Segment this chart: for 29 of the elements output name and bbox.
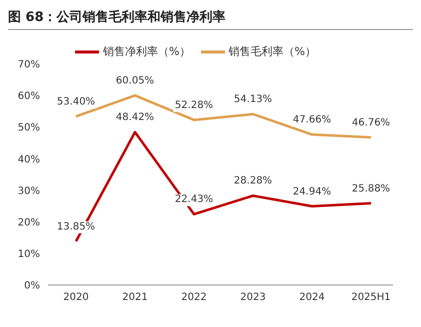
y-tick-label: 10% — [18, 248, 40, 260]
x-tick-label: 2021 — [122, 292, 148, 304]
data-label: 47.66% — [292, 114, 332, 126]
y-tick-label: 20% — [18, 217, 40, 228]
y-tick-label: 50% — [18, 122, 40, 134]
x-tick-label: 2020 — [63, 292, 89, 304]
x-tick-label: 2022 — [181, 292, 207, 304]
data-label: 46.76% — [352, 117, 390, 128]
x-tick-label: 2025H1 — [351, 292, 391, 304]
data-label: 48.42% — [116, 112, 154, 124]
x-tick-label: 2023 — [240, 292, 266, 304]
chart-title: 图 68：公司销售毛利率和销售净利率 — [8, 8, 413, 30]
data-label: 25.88% — [352, 183, 390, 194]
data-label: 52.28% — [174, 100, 214, 111]
data-label: 22.43% — [174, 194, 214, 206]
data-label: 60.05% — [116, 75, 154, 86]
y-tick-label: 0% — [24, 280, 40, 292]
data-label: 53.40% — [56, 96, 96, 108]
data-label: 24.94% — [292, 186, 332, 198]
x-tick-label: 2024 — [299, 292, 325, 304]
y-tick-label: 40% — [18, 154, 40, 166]
y-tick-label: 60% — [18, 91, 40, 102]
data-label: 28.28% — [234, 176, 272, 187]
y-tick-label: 70% — [18, 60, 40, 71]
data-label: 54.13% — [234, 94, 272, 106]
y-tick-label: 30% — [18, 186, 40, 197]
legend-label: 销售净利率（%） — [103, 45, 190, 58]
legend-label: 销售毛利率（%） — [228, 45, 316, 58]
data-label: 13.85% — [56, 221, 96, 232]
